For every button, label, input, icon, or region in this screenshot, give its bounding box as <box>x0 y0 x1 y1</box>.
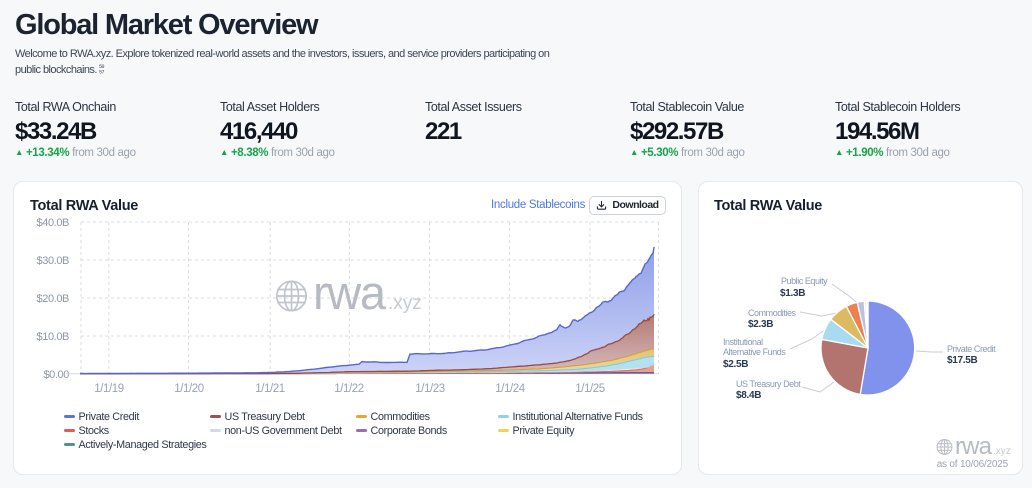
svg-text:57: 57 <box>99 69 104 74</box>
svg-text:.xyz: .xyz <box>388 293 422 314</box>
svg-text:50: 50 <box>99 64 104 70</box>
svg-text:.xyz: .xyz <box>993 446 1011 457</box>
svg-text:rwa: rwa <box>313 266 387 319</box>
svg-text:rwa: rwa <box>955 433 993 460</box>
